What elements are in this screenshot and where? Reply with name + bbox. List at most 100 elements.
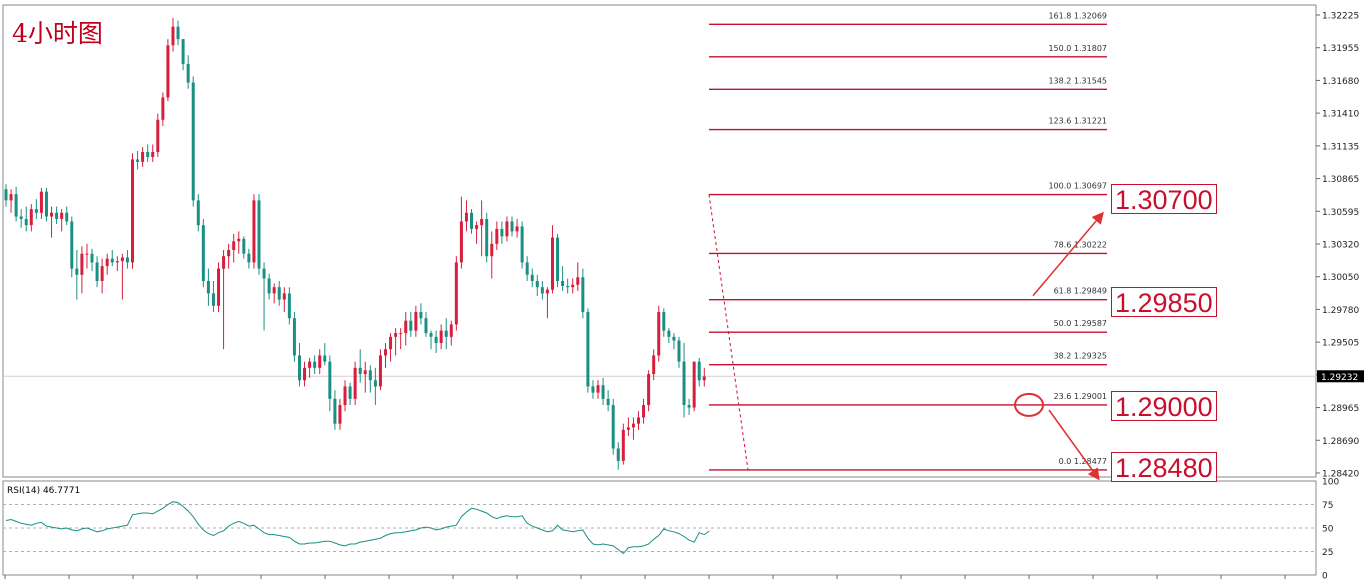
candle-body bbox=[596, 385, 600, 393]
candle-body bbox=[682, 361, 686, 406]
arrow-down-icon bbox=[1048, 409, 1100, 481]
candle-body bbox=[75, 268, 79, 275]
fib-level-label: 38.2 1.29325 bbox=[1054, 352, 1107, 361]
candle-body bbox=[292, 318, 296, 356]
candle-body bbox=[672, 336, 676, 341]
candle-body bbox=[262, 268, 266, 279]
candle-body bbox=[313, 361, 317, 368]
candle-body bbox=[34, 209, 38, 213]
candle-body bbox=[343, 386, 347, 406]
candle-body bbox=[257, 200, 261, 269]
price-axis-label: 1.28690 bbox=[1322, 437, 1359, 447]
candle-body bbox=[4, 189, 8, 201]
candle-body bbox=[480, 218, 484, 226]
candle-body bbox=[217, 268, 221, 306]
candle-body bbox=[29, 209, 33, 226]
current-price-label: 1.29232 bbox=[1321, 373, 1358, 383]
rsi-axis-label: 0 bbox=[1322, 572, 1328, 580]
arrow-up-icon bbox=[1032, 211, 1104, 297]
candle-body bbox=[95, 262, 99, 282]
candle-body bbox=[429, 333, 433, 337]
fib-trend-line bbox=[708, 194, 749, 470]
candle-body bbox=[657, 312, 661, 356]
candle-body bbox=[308, 361, 312, 368]
current-price-tag bbox=[1317, 370, 1364, 383]
candle-body bbox=[201, 225, 205, 282]
candle-body bbox=[384, 349, 387, 356]
highlight-circle bbox=[1014, 392, 1044, 417]
fib-level-label: 150.0 1.31807 bbox=[1048, 44, 1107, 53]
candle-body bbox=[368, 370, 372, 381]
candle-body bbox=[232, 241, 236, 250]
candle-body bbox=[647, 374, 651, 406]
candle-body bbox=[409, 320, 413, 331]
candle-body bbox=[702, 376, 706, 381]
candle-body bbox=[561, 281, 565, 286]
candle-body bbox=[444, 330, 448, 337]
candle-body bbox=[601, 385, 605, 399]
candle-body bbox=[485, 218, 489, 257]
candle-body bbox=[642, 405, 646, 418]
candle-body bbox=[662, 312, 666, 331]
price-axis-label: 1.30595 bbox=[1322, 208, 1359, 218]
candle-body bbox=[277, 287, 281, 300]
candle-body bbox=[389, 336, 393, 350]
candle-body bbox=[131, 159, 134, 263]
candle-body bbox=[348, 386, 352, 399]
candle-body bbox=[141, 151, 145, 162]
price-axis-label: 1.30865 bbox=[1322, 175, 1359, 185]
candle-body bbox=[19, 216, 23, 219]
price-axis-label: 1.29780 bbox=[1322, 306, 1359, 316]
level-box-1: 1.30700 bbox=[1111, 184, 1217, 215]
candle-body bbox=[475, 225, 479, 229]
candle-body bbox=[459, 221, 463, 263]
candle-body bbox=[186, 63, 190, 83]
rsi-label: RSI(14) 46.7771 bbox=[7, 486, 80, 496]
candle-body bbox=[105, 258, 109, 267]
candle-body bbox=[621, 429, 625, 461]
candle-body bbox=[353, 367, 357, 399]
candle-body bbox=[677, 340, 681, 362]
candle-body bbox=[115, 261, 119, 263]
price-axis-label: 1.32225 bbox=[1322, 12, 1359, 22]
candle-body bbox=[626, 427, 630, 430]
candle-body bbox=[55, 212, 59, 219]
rsi-axis-label: 75 bbox=[1322, 501, 1333, 511]
candle-body bbox=[545, 289, 549, 294]
candle-body bbox=[378, 355, 382, 387]
price-axis-label: 1.28965 bbox=[1322, 404, 1359, 414]
candle-body bbox=[449, 324, 453, 337]
candle-body bbox=[328, 361, 332, 399]
candle-body bbox=[318, 355, 322, 368]
candle-body bbox=[550, 237, 554, 290]
candle-body bbox=[591, 386, 595, 393]
candle-body bbox=[136, 159, 140, 162]
price-axis-label: 1.29505 bbox=[1322, 339, 1359, 349]
level-box-2: 1.29850 bbox=[1111, 287, 1217, 318]
candle-body bbox=[556, 237, 560, 282]
rsi-axis-label: 100 bbox=[1322, 478, 1339, 488]
candle-body bbox=[697, 361, 701, 381]
candle-body bbox=[206, 281, 210, 294]
fib-level-label: 23.6 1.29001 bbox=[1054, 392, 1107, 401]
candle-body bbox=[687, 405, 691, 408]
candle-body bbox=[60, 212, 64, 219]
candle-body bbox=[667, 330, 671, 337]
fib-level-label: 61.8 1.29849 bbox=[1054, 287, 1107, 296]
candle-body bbox=[242, 238, 246, 254]
candle-body bbox=[297, 355, 301, 381]
candle-body bbox=[24, 218, 28, 226]
candle-body bbox=[505, 221, 509, 237]
candle-body bbox=[14, 194, 18, 217]
candle-body bbox=[125, 257, 129, 263]
candle-body bbox=[80, 253, 84, 275]
candle-body bbox=[44, 191, 48, 217]
candle-body bbox=[363, 370, 367, 375]
candle-body bbox=[404, 320, 408, 334]
candle-body bbox=[9, 194, 13, 201]
candle-body bbox=[85, 253, 89, 255]
candle-body bbox=[616, 448, 620, 461]
fib-level-label: 0.0 1.28477 bbox=[1059, 457, 1107, 466]
candle-body bbox=[171, 26, 175, 46]
candle-body bbox=[424, 318, 428, 334]
